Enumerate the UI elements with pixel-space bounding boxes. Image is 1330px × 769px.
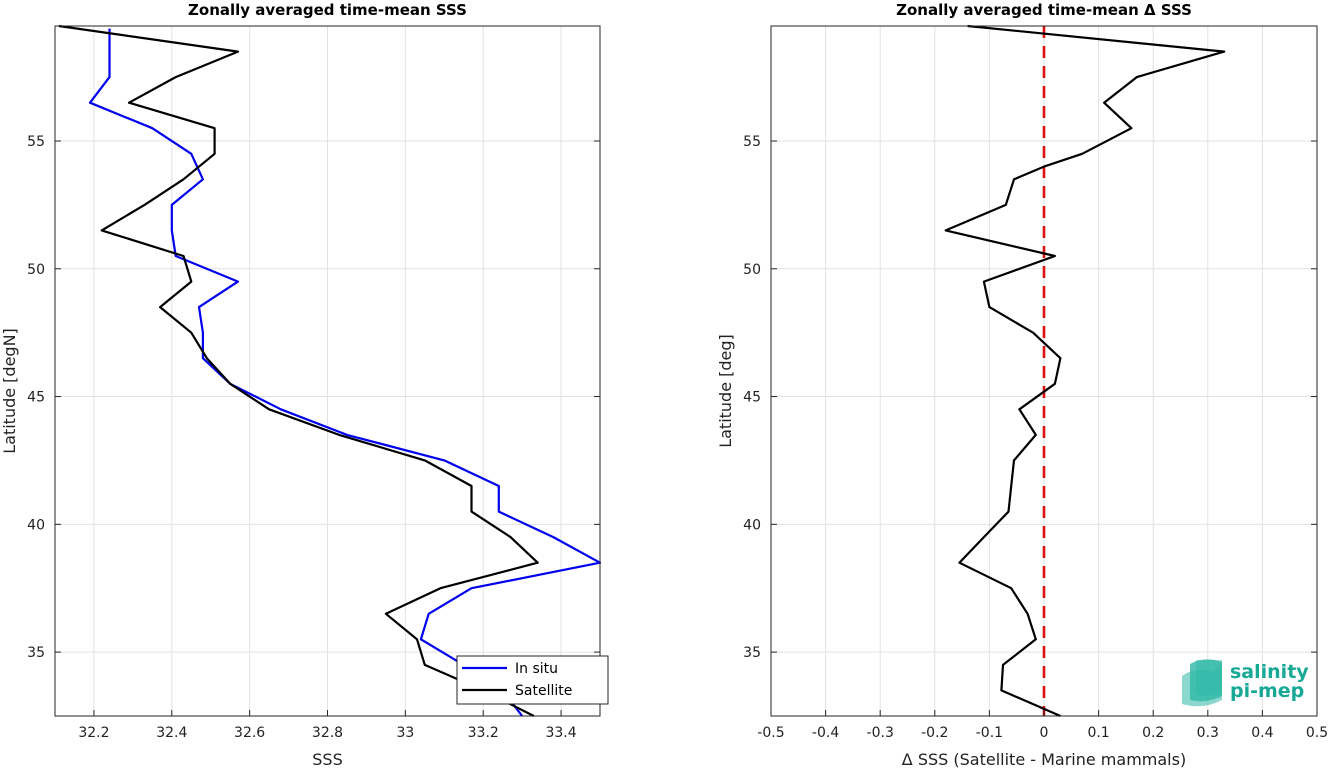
left-xlabel: SSS [312, 750, 342, 769]
left-ytick-label: 50 [27, 262, 45, 278]
left-ytick-label: 55 [27, 134, 45, 150]
legend-in-situ-label: In situ [515, 661, 558, 677]
right-ytick-label: 45 [743, 390, 761, 406]
right-xtick-label: 0.5 [1306, 725, 1328, 741]
right-xtick-label: -0.4 [812, 725, 839, 741]
right-xtick-label: -0.3 [867, 725, 894, 741]
right-ytick-label: 55 [743, 134, 761, 150]
logo-text-salinity: salinity [1230, 661, 1309, 683]
salinity-pimep-logo: salinity pi-mep [1182, 659, 1309, 707]
legend-satellite-label: Satellite [515, 683, 572, 699]
left-series-in-situ-line [88, 28, 602, 717]
left-series-satellite-line [58, 24, 539, 717]
left-xtick-label: 32.2 [78, 725, 109, 741]
right-xtick-label: -0.1 [976, 725, 1003, 741]
right-ylabel: Latitude [deg] [716, 334, 735, 448]
left-xtick-label: 32.6 [234, 725, 265, 741]
right-xtick-label: 0 [1040, 725, 1049, 741]
legend: In situ Satellite [456, 655, 609, 705]
legend-box [456, 655, 609, 705]
left-xtick-label: 33 [396, 725, 414, 741]
right-title: Zonally averaged time-mean Δ SSS [896, 1, 1192, 19]
left-plot-sss: 32.2 32.4 32.6 32.8 33 33.2 33.4 35 40 45 50 55 Zon… [0, 1, 609, 769]
left-ytick-label: 40 [27, 517, 45, 533]
left-xtick-label: 32.4 [156, 725, 187, 741]
right-xtick-label: 0.4 [1251, 725, 1273, 741]
right-series-delta-line [944, 24, 1226, 718]
right-ticks: -0.5 -0.4 -0.3 -0.2 -0.1 0 0.1 0.2 0.3 0.4 0.5 35 40… [743, 134, 1328, 741]
left-title: Zonally averaged time-mean SSS [188, 1, 467, 19]
right-ytick-label: 40 [743, 517, 761, 533]
right-xtick-label: 0.1 [1087, 725, 1109, 741]
left-ticks: 32.2 32.4 32.6 32.8 33 33.2 33.4 35 40 45 50 55 [27, 134, 600, 741]
left-xtick-label: 33.2 [468, 725, 499, 741]
right-ytick-label: 35 [743, 645, 761, 661]
left-ytick-label: 45 [27, 390, 45, 406]
left-grid [55, 26, 600, 716]
right-plot-delta-sss: -0.5 -0.4 -0.3 -0.2 -0.1 0 0.1 0.2 0.3 0.4 0.5 35 40… [716, 1, 1328, 769]
left-xtick-label: 33.4 [545, 725, 576, 741]
right-xtick-label: 0.3 [1197, 725, 1219, 741]
logo-text-pimep: pi-mep [1230, 680, 1304, 702]
right-xtick-label: -0.2 [921, 725, 948, 741]
left-xtick-label: 32.8 [312, 725, 343, 741]
right-xtick-label: 0.2 [1142, 725, 1164, 741]
left-ytick-label: 35 [27, 645, 45, 661]
left-ylabel: Latitude [degN] [0, 328, 19, 454]
right-ytick-label: 50 [743, 262, 761, 278]
right-xtick-label: -0.5 [757, 725, 784, 741]
right-xlabel: Δ SSS (Satellite - Marine mammals) [902, 750, 1186, 769]
logo-wave-icon [1182, 659, 1222, 707]
